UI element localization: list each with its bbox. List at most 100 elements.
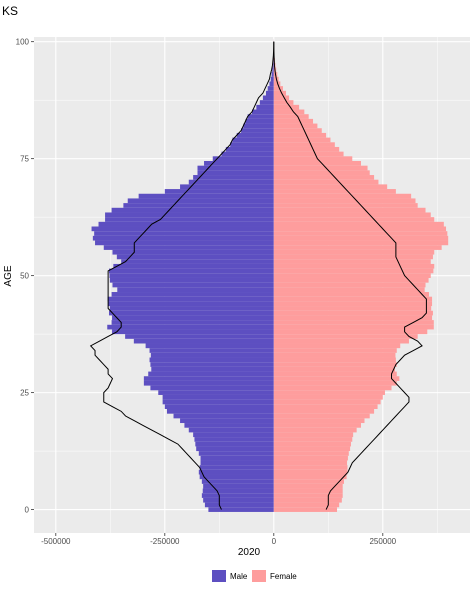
male-bar [198, 451, 274, 456]
male-bar [164, 189, 274, 194]
male-bar [158, 390, 274, 395]
female-bar [273, 371, 397, 377]
male-bar [149, 348, 274, 353]
female-bar [273, 385, 392, 391]
female-bar [273, 357, 396, 363]
female-bar [273, 128, 322, 133]
female-bar [273, 235, 449, 241]
female-bar [273, 292, 430, 297]
female-bar [273, 437, 353, 442]
male-bar [201, 493, 274, 498]
male-bar [265, 90, 274, 96]
female-bar [273, 268, 434, 274]
female-bar [273, 432, 354, 438]
male-bar [162, 399, 274, 405]
male-bar [221, 151, 274, 157]
male-bar [270, 76, 274, 82]
male-bar [180, 184, 274, 190]
female-bar [273, 446, 351, 452]
male-bar [201, 479, 274, 484]
female-outline-line [273, 41, 427, 510]
male-bar [272, 67, 274, 73]
legend-swatch-male [212, 570, 226, 582]
male-bar [203, 483, 274, 489]
male-bar [166, 409, 274, 414]
female-bar [273, 203, 418, 208]
male-bar [225, 146, 274, 152]
male-bar [212, 156, 274, 161]
female-bar [273, 193, 412, 199]
male-bar [127, 198, 274, 204]
female-bar [273, 86, 283, 91]
female-bar [273, 95, 290, 101]
female-bar [273, 207, 426, 213]
male-bar [252, 109, 274, 115]
male-bar [197, 165, 274, 171]
female-bar [273, 423, 361, 428]
male-bar [203, 497, 274, 503]
male-bar [272, 62, 274, 68]
male-bar [199, 465, 274, 470]
female-bar [273, 179, 379, 185]
y-tick-label: 25 [20, 389, 29, 398]
female-bar [273, 493, 343, 498]
female-bar [273, 343, 401, 349]
x-tick-label: -250000 [150, 537, 180, 546]
male-bar [193, 175, 274, 180]
female-bar [273, 394, 383, 400]
legend-swatch-female [252, 570, 266, 582]
female-bar [273, 100, 294, 105]
male-bar [107, 324, 274, 330]
female-bar [273, 465, 348, 470]
female-bar [273, 451, 349, 456]
female-bar [273, 118, 314, 124]
male-bar [105, 212, 274, 218]
male-bar [105, 217, 274, 222]
male-bar [151, 366, 274, 372]
female-bar [273, 217, 435, 222]
male-bar [112, 282, 274, 288]
female-bar [273, 114, 309, 119]
x-tick-label: 250000 [369, 537, 396, 546]
female-bar [273, 263, 435, 269]
female-bar [273, 165, 368, 171]
male-bar [145, 343, 274, 349]
female-bar [273, 362, 397, 367]
female-bar [273, 338, 409, 344]
male-bar [111, 320, 274, 325]
male-bar [150, 352, 274, 358]
male-bar [91, 226, 274, 232]
female-bar [273, 460, 348, 466]
male-bar [125, 334, 274, 339]
male-bar [271, 72, 274, 77]
male-bar [108, 268, 274, 274]
male-bar [208, 507, 274, 512]
female-bar [273, 170, 370, 176]
female-bar [273, 287, 425, 293]
y-axis-title: AGE [3, 265, 14, 286]
female-bar [273, 104, 300, 110]
male-bar [269, 81, 274, 87]
male-bar [108, 310, 274, 316]
male-bar [236, 132, 274, 138]
male-bar [259, 100, 274, 105]
female-bar [273, 301, 433, 307]
female-bar [273, 418, 365, 424]
legend-label-female: Female [270, 572, 297, 581]
female-bar [273, 306, 432, 311]
male-bar [262, 95, 274, 101]
male-bar [204, 502, 274, 508]
female-bar [273, 142, 335, 147]
male-bar [123, 203, 274, 208]
female-bar [273, 226, 447, 232]
male-bar [273, 58, 274, 63]
female-bar [273, 175, 375, 180]
male-bar [241, 128, 274, 133]
female-bar [273, 329, 428, 335]
female-bar [273, 109, 305, 115]
female-bar [273, 483, 343, 489]
female-bar [273, 310, 433, 316]
male-bar [245, 118, 274, 124]
female-bar [273, 189, 396, 194]
y-tick-label: 100 [16, 38, 30, 47]
